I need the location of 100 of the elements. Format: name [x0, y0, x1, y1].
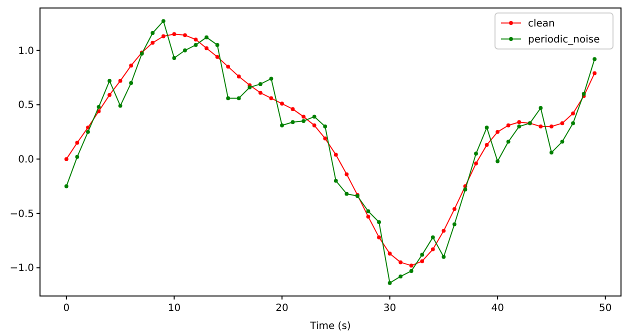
- point: [409, 264, 414, 268]
- y-tick-label: −0.5: [10, 208, 34, 220]
- y-tick-label: 1.0: [18, 46, 34, 57]
- point: [560, 121, 564, 126]
- point: [172, 32, 176, 36]
- point: [377, 235, 381, 240]
- point: [592, 57, 597, 62]
- point: [129, 81, 134, 85]
- point: [420, 252, 424, 257]
- point: [161, 19, 166, 23]
- x-tick-label: 30: [383, 303, 396, 314]
- point: [344, 172, 349, 176]
- point: [538, 106, 543, 110]
- point: [150, 40, 155, 45]
- point: [409, 269, 414, 273]
- point: [334, 178, 338, 183]
- point: [215, 54, 220, 59]
- point: [312, 114, 316, 119]
- point: [571, 111, 575, 116]
- point: [108, 92, 112, 97]
- point: [183, 48, 187, 52]
- point: [506, 140, 510, 144]
- point: [75, 154, 80, 159]
- point: [258, 82, 262, 86]
- point: [323, 136, 328, 140]
- point: [420, 259, 424, 264]
- point: [550, 150, 554, 154]
- point: [366, 214, 370, 219]
- x-axis-title: Time (s): [309, 321, 351, 332]
- point: [280, 123, 284, 128]
- point: [269, 76, 274, 81]
- point: [183, 33, 187, 38]
- point: [86, 130, 90, 134]
- point: [538, 124, 543, 128]
- point: [323, 124, 328, 128]
- point: [236, 74, 241, 78]
- x-tick-label: 40: [491, 303, 504, 314]
- point: [108, 78, 112, 83]
- point: [312, 123, 316, 128]
- point: [398, 274, 403, 278]
- point: [226, 64, 230, 69]
- y-tick-label: 0.0: [18, 154, 34, 166]
- y-tick-label: 0.5: [18, 100, 34, 112]
- point: [161, 34, 166, 38]
- point: [506, 123, 510, 128]
- point: [269, 96, 274, 100]
- point: [496, 130, 500, 134]
- point: [118, 78, 122, 83]
- legend-label: clean: [528, 18, 555, 30]
- point: [592, 71, 597, 76]
- y-tick-label: −1.0: [10, 263, 34, 274]
- point: [64, 184, 68, 188]
- point: [517, 120, 522, 124]
- point: [334, 152, 338, 157]
- point: [398, 260, 403, 264]
- point: [96, 104, 101, 109]
- point: [550, 124, 554, 128]
- point: [366, 209, 370, 214]
- point: [474, 161, 478, 166]
- point: [302, 119, 306, 123]
- point: [496, 159, 500, 164]
- point: [430, 247, 435, 252]
- point: [64, 157, 68, 162]
- point: [236, 96, 241, 100]
- point: [150, 31, 155, 35]
- point: [517, 124, 522, 128]
- point: [344, 192, 349, 196]
- point: [452, 207, 456, 212]
- x-tick-label: 20: [276, 303, 288, 314]
- point: [430, 235, 435, 240]
- point: [388, 252, 392, 256]
- point: [204, 46, 208, 50]
- x-tick-label: 0: [63, 303, 70, 314]
- point: [172, 56, 176, 60]
- point: [204, 35, 208, 40]
- point: [388, 281, 392, 285]
- point: [129, 64, 134, 68]
- legend-label: periodic_noise: [528, 34, 600, 46]
- point: [442, 228, 446, 233]
- point: [571, 121, 575, 126]
- point: [118, 104, 122, 108]
- point: [194, 43, 198, 47]
- point: [582, 92, 586, 96]
- x-tick-label: 10: [168, 303, 181, 314]
- point: [194, 38, 198, 42]
- point: [377, 220, 381, 224]
- point: [258, 90, 262, 95]
- point: [226, 96, 230, 100]
- point: [484, 126, 489, 130]
- point: [215, 43, 220, 47]
- point: [484, 142, 489, 147]
- point: [75, 140, 80, 145]
- point: [474, 152, 478, 156]
- point: [463, 188, 468, 192]
- point: [560, 140, 564, 144]
- x-tick-label: 50: [599, 303, 612, 314]
- point: [280, 102, 284, 106]
- point: [290, 120, 295, 124]
- point: [290, 107, 295, 112]
- point: [452, 222, 456, 226]
